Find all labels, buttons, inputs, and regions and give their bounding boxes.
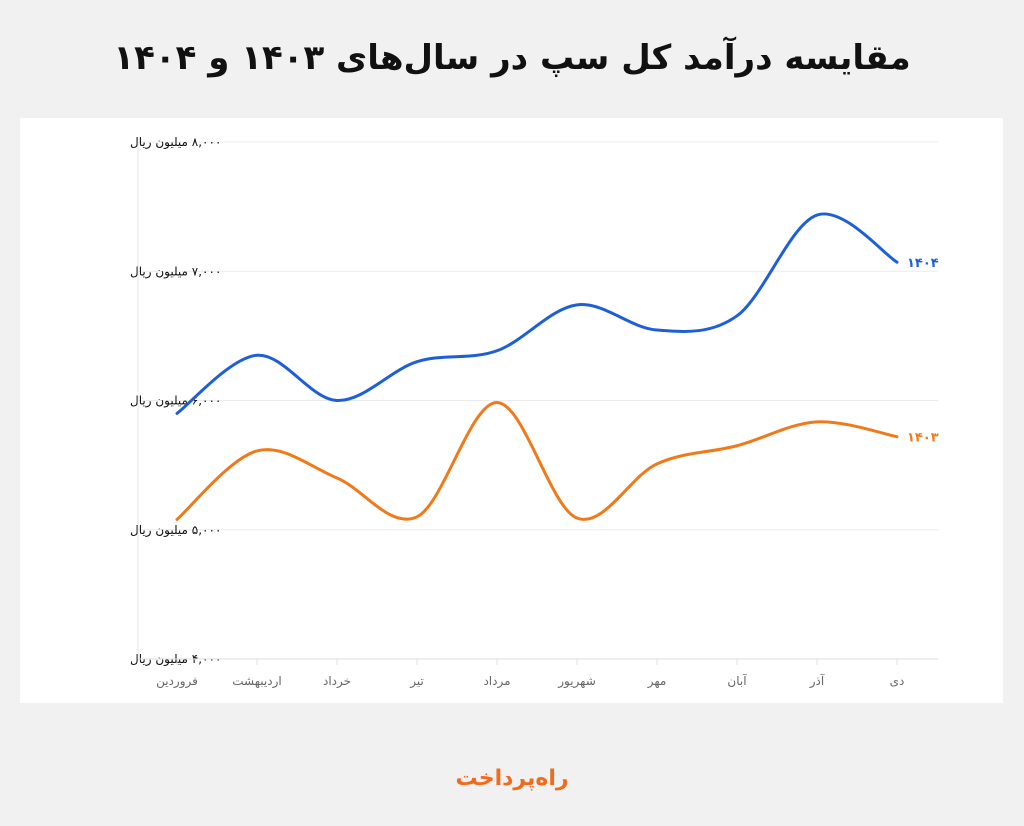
x-tick-label: اردیبهشت <box>232 674 281 689</box>
x-tick-label: فروردین <box>156 674 198 689</box>
x-tick-label: مرداد <box>483 674 510 689</box>
x-tick-label: تیر <box>409 674 424 689</box>
x-tick-label: مهر <box>647 674 667 689</box>
chart-card: ۴,۰۰۰ میلیون ریال ۵,۰۰۰ میلیون ریال ۶,۰۰۰ … <box>20 118 1003 703</box>
brand-logo: راه‌پرداخت <box>455 766 569 791</box>
y-tick-label: ۵,۰۰۰ میلیون ریال <box>130 523 221 538</box>
x-tick-label: آبان <box>727 673 747 688</box>
x-tick-label: آذر <box>809 673 825 689</box>
x-tick-label: دی <box>890 674 905 688</box>
chart-title: مقایسه درآمد کل سپ در سال‌های ۱۴۰۳ و ۱۴۰… <box>113 38 911 78</box>
series-label: ۱۴۰۳ <box>907 431 939 446</box>
series-line-1 <box>175 400 899 521</box>
series-line-0 <box>175 212 899 415</box>
x-tick-label: خرداد <box>323 674 351 689</box>
y-tick-label: ۷,۰۰۰ میلیون ریال <box>130 264 221 279</box>
y-tick-label: ۶,۰۰۰ میلیون ریال <box>130 394 221 409</box>
y-tick-label: ۸,۰۰۰ میلیون ریال <box>130 135 221 150</box>
series-label: ۱۴۰۴ <box>907 256 939 271</box>
x-tick-label: شهریور <box>557 674 596 689</box>
